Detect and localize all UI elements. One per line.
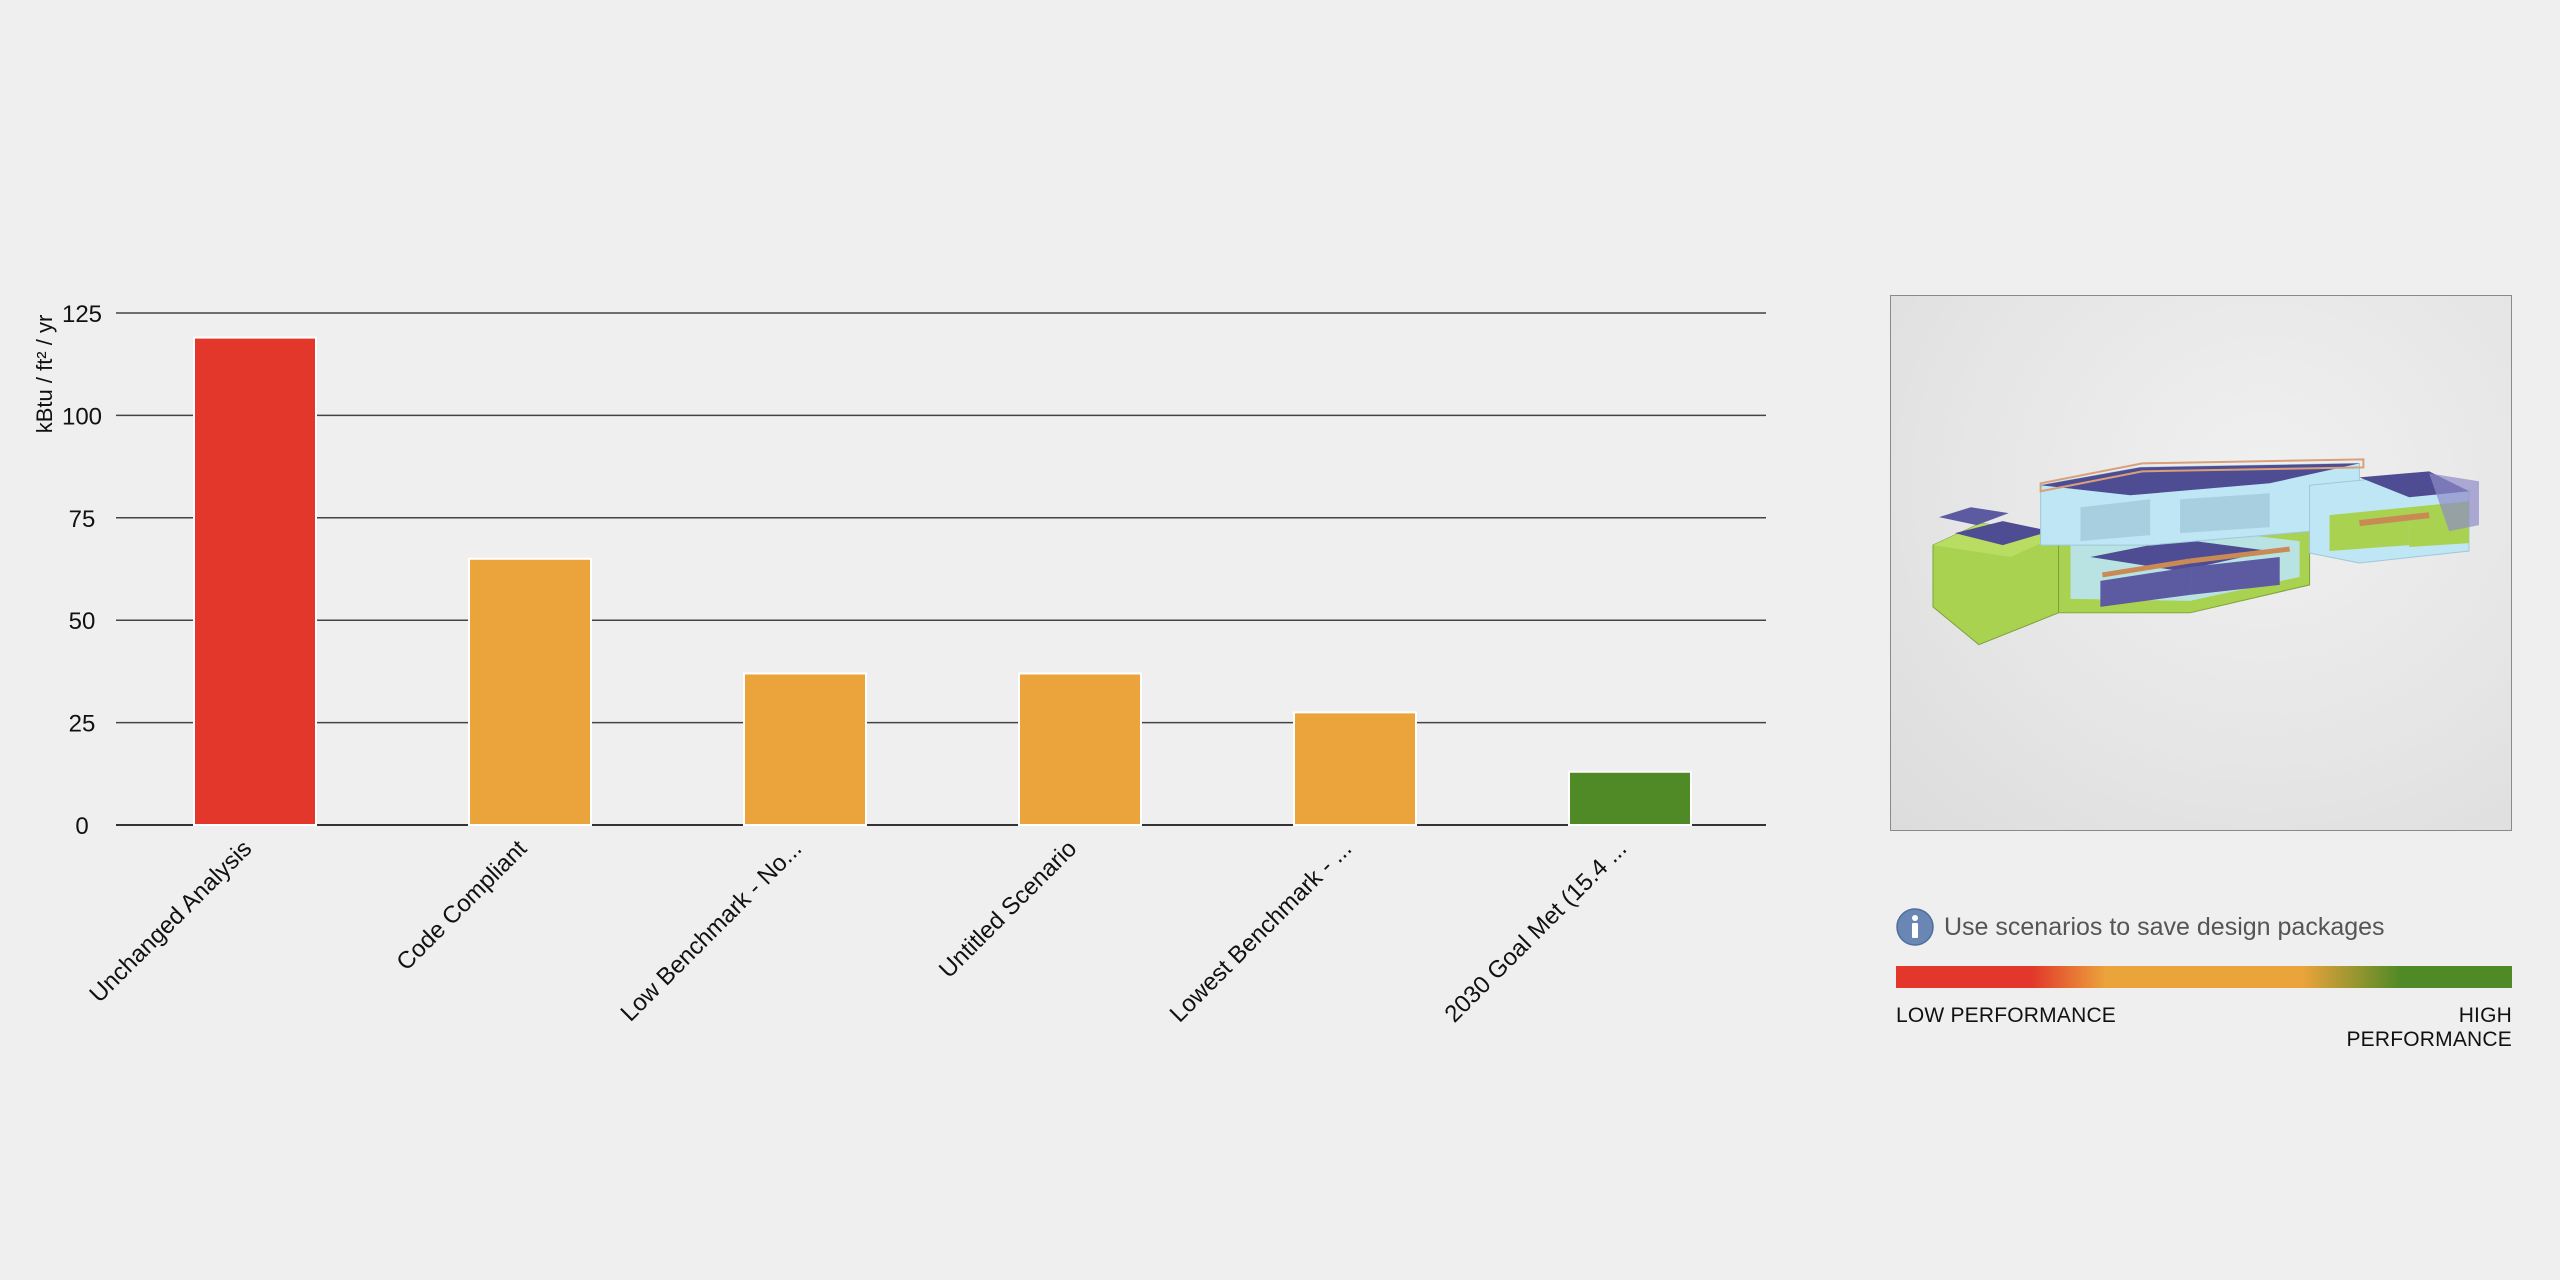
x-tick-label: Code Compliant	[391, 835, 532, 976]
bar-4[interactable]	[1018, 672, 1142, 826]
hint-text: Use scenarios to save design packages	[1944, 912, 2385, 941]
x-tick-label: 2030 Goal Met (15.4 ...	[1440, 835, 1633, 1028]
x-tick-label: Unchanged Analysis	[84, 835, 257, 1008]
y-tick-label: 125	[62, 301, 102, 328]
x-tick-label: Lowest Benchmark - ...	[1165, 835, 1358, 1028]
bar-2[interactable]	[468, 557, 592, 826]
y-tick-label: 75	[69, 506, 96, 533]
x-tick-label: Low Benchmark - No...	[616, 835, 808, 1027]
low-performance-label: LOW PERFORMANCE	[1896, 1004, 2117, 1027]
bar-6[interactable]	[1568, 770, 1692, 827]
y-tick-label: 25	[69, 711, 96, 738]
y-tick-label: 100	[62, 403, 102, 430]
bar-chart: 0 25 50 75 100 125 Unchanged Analysis Code Com…	[32, 301, 1766, 1028]
building-model-preview[interactable]	[1890, 295, 2512, 831]
chart-bars	[193, 336, 1692, 827]
scenario-hint: Use scenarios to save design packages	[1896, 906, 2385, 948]
bar-5[interactable]	[1293, 711, 1417, 826]
bar-1[interactable]	[193, 336, 317, 826]
performance-gradient-bar	[1896, 966, 2512, 988]
info-icon[interactable]	[1896, 908, 1934, 946]
chart-gridlines	[116, 312, 1766, 826]
y-tick-label: 50	[69, 608, 96, 635]
y-axis-ticks: 0 25 50 75 100 125	[62, 301, 102, 840]
y-axis-label: kBtu / ft² / yr	[32, 315, 57, 434]
building-3d-model-image	[1932, 458, 2479, 646]
x-tick-label: Untitled Scenario	[934, 835, 1082, 983]
y-tick-label: 0	[75, 813, 88, 840]
x-axis-ticks: Unchanged Analysis Code Compliant Low Benc…	[84, 835, 1632, 1028]
bar-3[interactable]	[743, 672, 867, 826]
high-performance-label: HIGH PERFORMANCE	[2346, 1004, 2512, 1051]
